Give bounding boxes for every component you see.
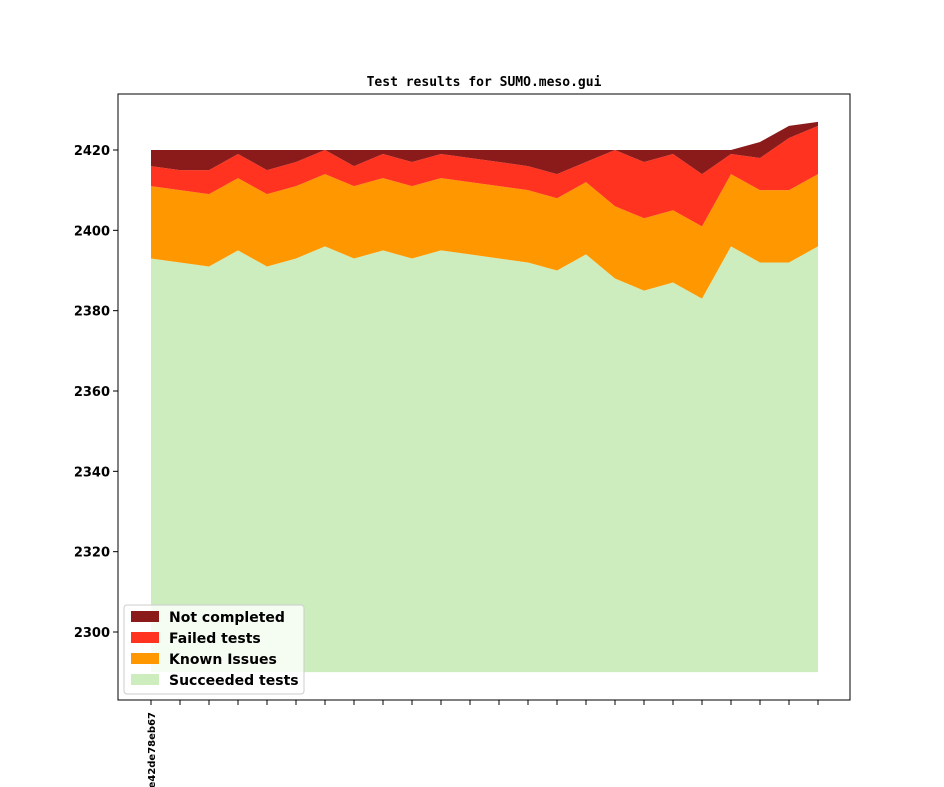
y-tick-label-2420: 2420 <box>74 144 110 159</box>
y-tick-label-2300: 2300 <box>74 626 110 641</box>
y-tick-label-2360: 2360 <box>74 385 110 400</box>
y-tick-label-2320: 2320 <box>74 546 110 561</box>
x-tick-label-0: e42de78eb67 <box>147 712 158 787</box>
legend-swatch-failed-tests <box>131 632 159 643</box>
area-known-issues <box>151 174 818 299</box>
legend-swatch-not-completed <box>131 611 159 622</box>
legend-frame <box>123 604 305 695</box>
y-tick-label-2380: 2380 <box>74 305 110 320</box>
x-axis: e42de78eb67 <box>147 700 819 787</box>
legend-label-not-completed: Not completed <box>169 610 285 626</box>
area-layers <box>151 121 818 673</box>
area-succeeded-tests <box>151 246 818 673</box>
y-axis: 2300 2320 2340 2360 2380 2400 2420 <box>74 144 118 641</box>
legend: Not completed Failed tests Known Issues Suc… <box>123 604 305 695</box>
legend-swatch-succeeded-tests <box>131 674 159 685</box>
y-tick-label-2340: 2340 <box>74 465 110 480</box>
legend-swatch-known-issues <box>131 653 159 664</box>
y-tick-label-2400: 2400 <box>74 224 110 239</box>
legend-label-known-issues: Known Issues <box>169 652 277 668</box>
plot-frame <box>117 93 851 701</box>
legend-label-failed-tests: Failed tests <box>169 631 261 647</box>
legend-label-succeeded-tests: Succeeded tests <box>169 673 299 689</box>
area-failed-tests <box>151 125 818 227</box>
chart-title: Test results for SUMO.meso.gui <box>367 75 602 90</box>
